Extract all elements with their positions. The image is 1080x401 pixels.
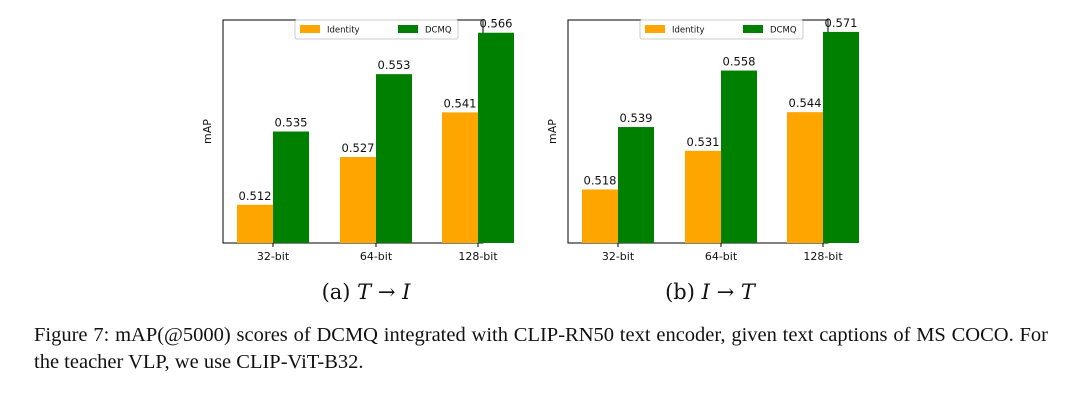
chart-b-value-label-dcmq-2: 0.571	[825, 16, 858, 30]
chart-b-bar-identity-0	[582, 189, 618, 243]
chart-a: 0.512 0.527 0.541 0.535 0.553 0.566 32-bit 64-b…	[201, 17, 514, 263]
chart-b-x-tick-label-2: 128-bit	[803, 250, 843, 263]
chart-a-legend-box	[294, 19, 459, 40]
chart-a-bar-dcmq-1	[376, 74, 412, 244]
chart-b-y-axis-label: mAP	[546, 119, 559, 144]
chart-a-bar-identity-1	[340, 156, 376, 243]
chart-a-legend-swatch-identity	[300, 25, 320, 33]
chart-b-value-label-identity-2: 0.544	[789, 96, 822, 110]
chart-b-bar-identity-2	[787, 112, 823, 243]
chart-a-value-label-identity-2: 0.541	[444, 96, 477, 110]
chart-b-legend-swatch-identity	[645, 25, 665, 33]
chart-b-legend-label-dcmq: DCMQ	[770, 26, 797, 36]
chart-a-value-label-identity-0: 0.512	[239, 189, 272, 203]
chart-a-legend-label-dcmq: DCMQ	[425, 26, 452, 36]
chart-b-bar-dcmq-0	[618, 127, 654, 243]
chart-b-legend-label-identity: Identity	[672, 26, 705, 36]
chart-b-value-label-dcmq-0: 0.539	[620, 111, 653, 125]
chart-a-y-axis-label: mAP	[201, 119, 214, 144]
chart-a-bar-dcmq-0	[273, 131, 309, 243]
chart-a-bar-identity-2	[442, 112, 478, 243]
chart-a-x-tick-label-2: 128-bit	[458, 250, 498, 263]
chart-a-bar-dcmq-2	[478, 32, 514, 243]
chart-b-bar-identity-1	[685, 150, 721, 243]
chart-b-bar-dcmq-1	[721, 70, 757, 244]
chart-b-legend: Identity DCMQ	[639, 19, 804, 40]
subcaption-a-prefix: (a)	[321, 280, 351, 304]
chart-b-legend-swatch-dcmq	[743, 25, 763, 33]
subcaption-b-prefix: (b)	[665, 280, 695, 304]
chart-b-bar-dcmq-2	[823, 31, 859, 243]
chart-a-value-label-dcmq-2: 0.566	[480, 17, 513, 31]
figure-caption: Figure 7: mAP(@5000) scores of DCMQ inte…	[34, 324, 1048, 373]
subcaption-b-math: I → T	[701, 280, 755, 304]
chart-a-value-label-dcmq-1: 0.553	[378, 58, 411, 72]
subcaption-a: (a) T → I	[266, 280, 466, 304]
chart-a-legend-swatch-dcmq	[398, 25, 418, 33]
chart-a-value-label-identity-1: 0.527	[342, 141, 375, 155]
subcaption-b: (b) I → T	[610, 280, 810, 304]
chart-a-x-tick-label-1: 64-bit	[360, 250, 393, 263]
subcaption-a-math: T → I	[357, 280, 411, 304]
chart-a-value-label-dcmq-0: 0.535	[275, 116, 308, 130]
chart-a-legend-label-identity: Identity	[327, 26, 360, 36]
chart-a-bar-identity-0	[237, 204, 273, 243]
chart-b: 0.518 0.531 0.544 0.539 0.558 0.571 32-bit 64-b…	[546, 16, 859, 263]
chart-b-legend-box	[639, 19, 804, 40]
chart-b-value-label-dcmq-1: 0.558	[723, 55, 756, 69]
chart-b-x-tick-label-1: 64-bit	[705, 250, 738, 263]
chart-b-value-label-identity-1: 0.531	[687, 135, 720, 149]
chart-a-legend: Identity DCMQ	[294, 19, 459, 40]
chart-a-x-tick-label-0: 32-bit	[257, 250, 290, 263]
chart-b-value-label-identity-0: 0.518	[584, 173, 617, 187]
chart-b-x-tick-label-0: 32-bit	[602, 250, 635, 263]
